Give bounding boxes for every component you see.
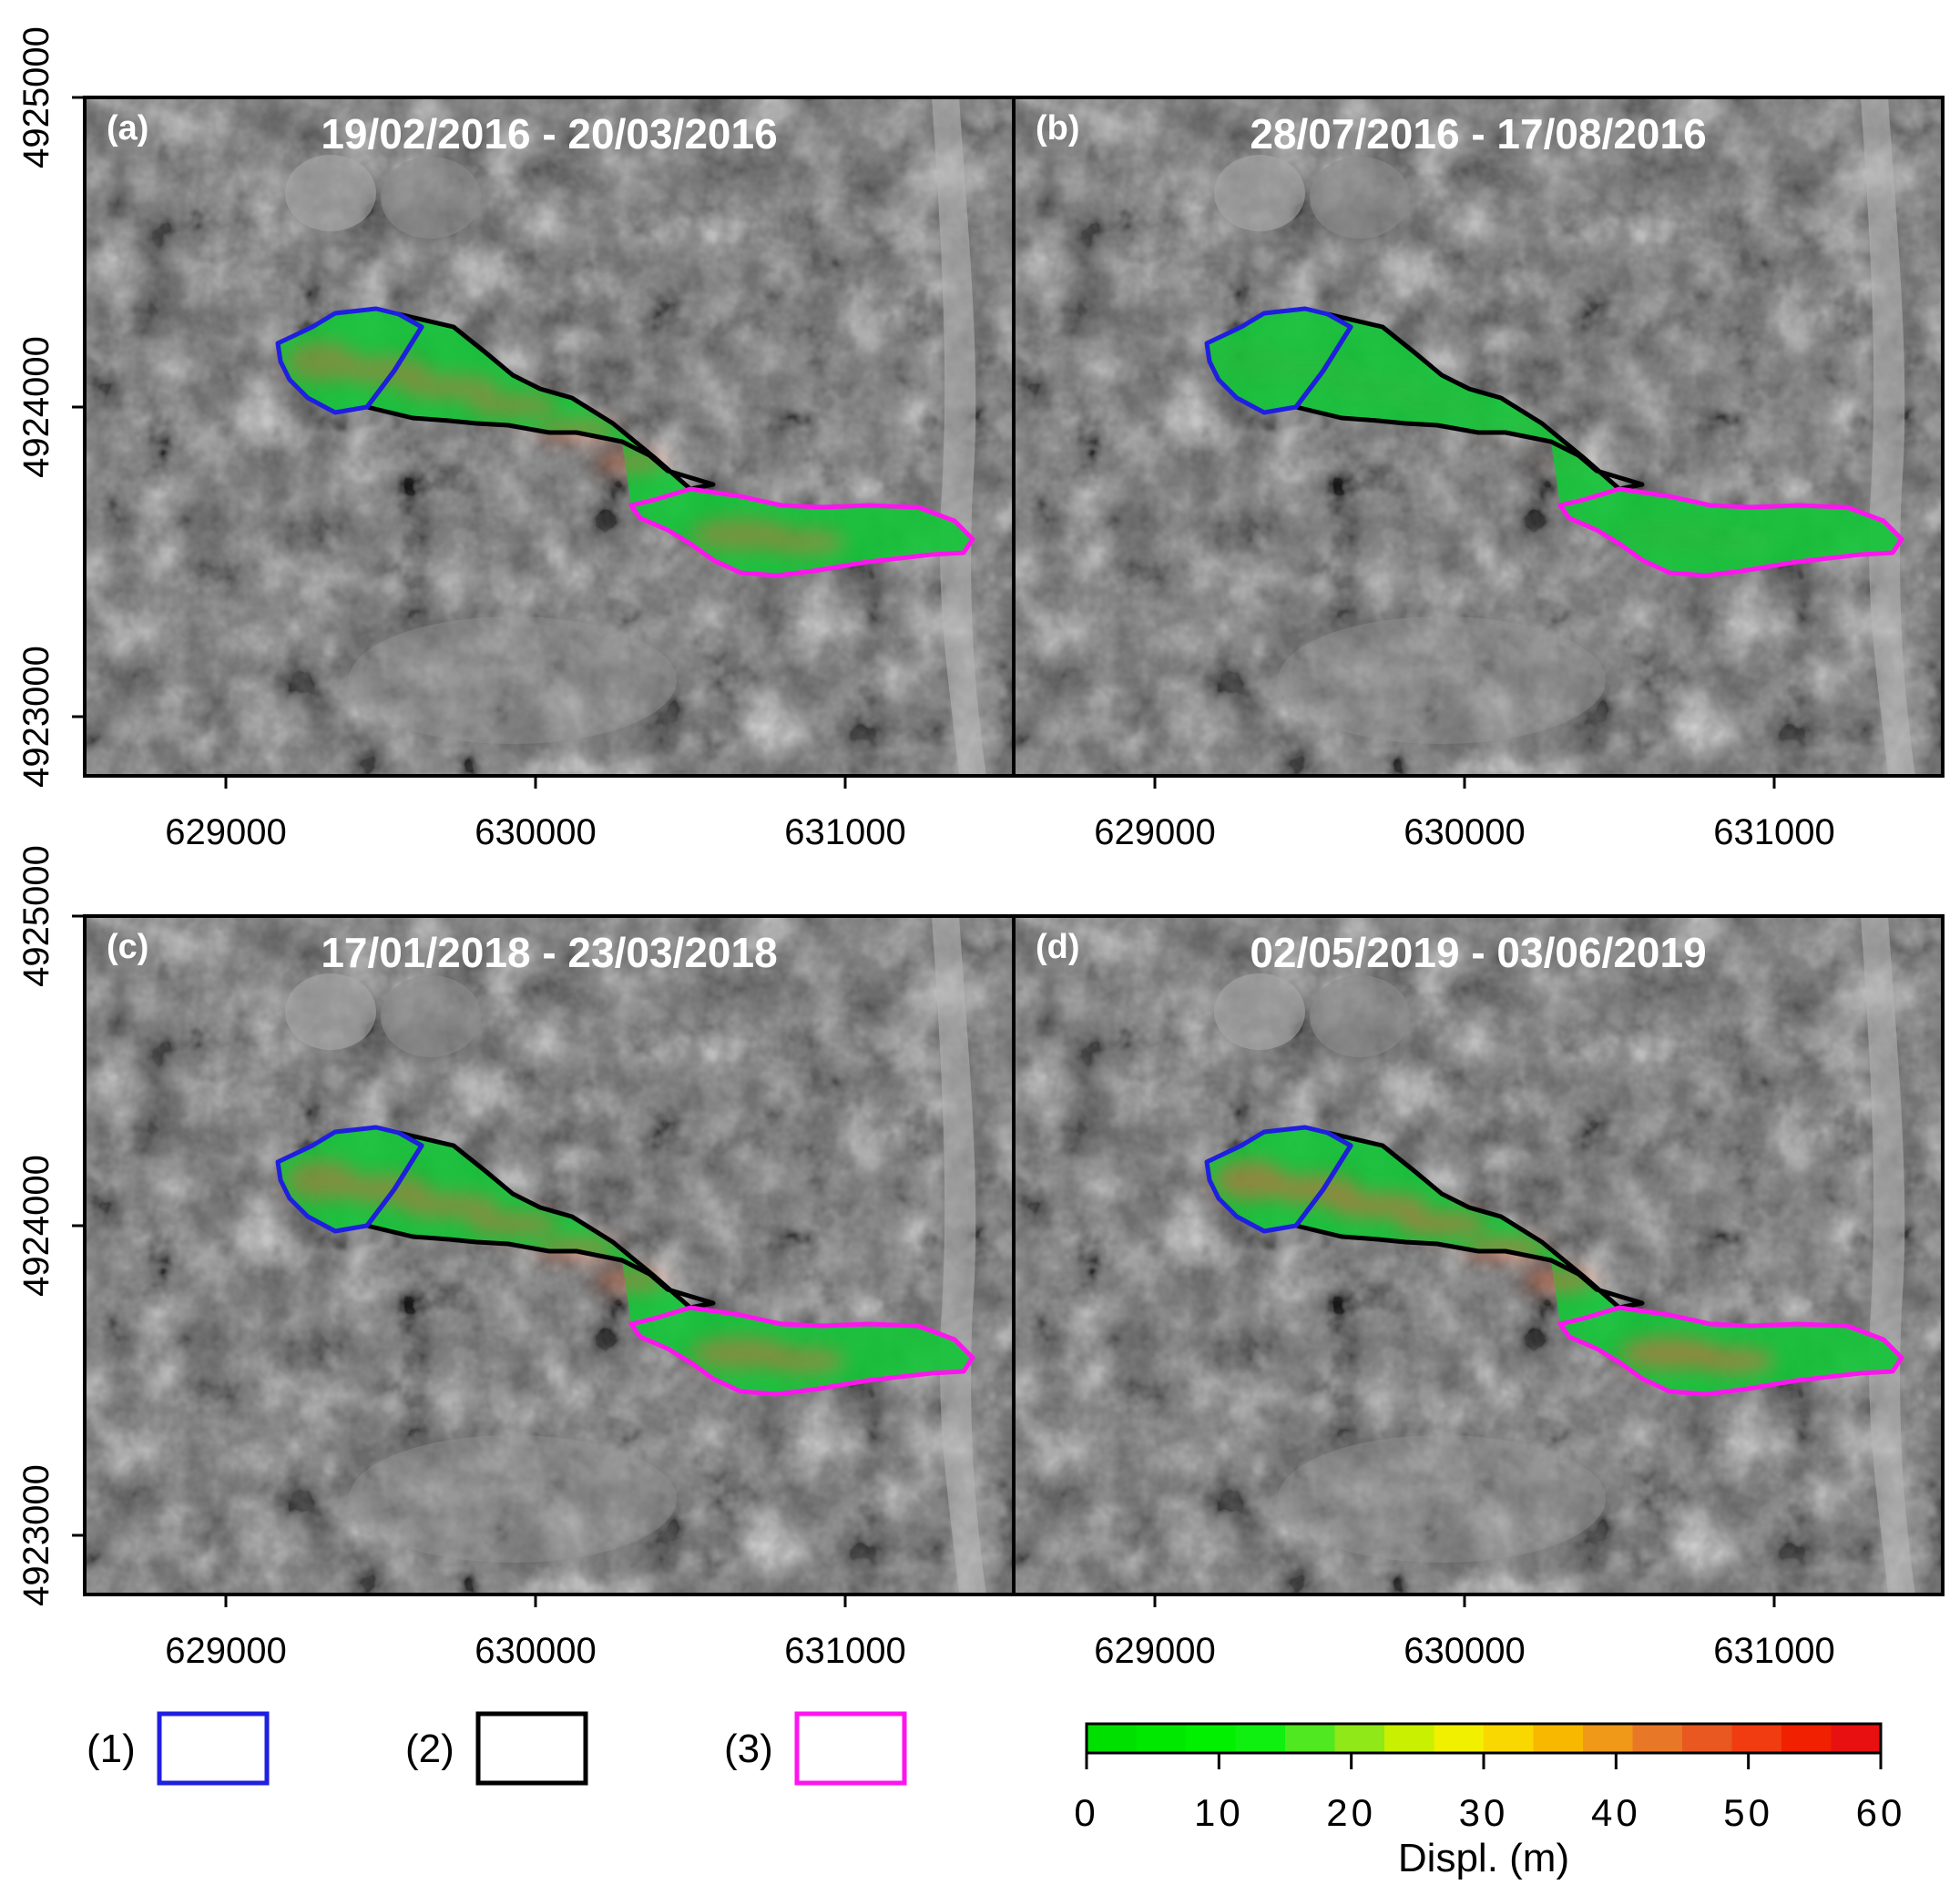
panel-letter: (c): [107, 928, 148, 966]
y-tick-label: 4923000: [16, 646, 56, 788]
x-tick-label: 631000: [784, 1631, 905, 1671]
panel-frame: [1012, 96, 1945, 778]
colorbar-segment: [1235, 1724, 1286, 1753]
map-panel: (b) 28/07/2016 - 17/08/2016 629000 630000 63…: [1012, 96, 1945, 852]
zone-1-outline: [275, 306, 424, 415]
panel-date-range: 28/07/2016 - 17/08/2016: [1250, 110, 1706, 158]
colorbar-tick-label: 20: [1326, 1791, 1376, 1834]
x-tick-label: 631000: [1713, 1631, 1834, 1671]
legend-label: (3): [724, 1727, 773, 1771]
zone-1-outline: [275, 1125, 424, 1234]
zone-legend: (1) (2) (3): [87, 1711, 907, 1786]
colorbar-segment: [1434, 1724, 1485, 1753]
zone-1-outline: [1204, 1125, 1353, 1234]
zone-1-outline: [1204, 306, 1353, 415]
x-tick-label: 630000: [1404, 812, 1525, 852]
y-tick-label: 4924000: [16, 1155, 56, 1297]
zone-2-outline: [364, 1130, 716, 1310]
colorbar-tick-label: 50: [1723, 1791, 1773, 1834]
colorbar-segment: [1731, 1724, 1782, 1753]
x-tick-label: 630000: [475, 1631, 596, 1671]
colorbar: 0 10 20 30 40 50 60 Displ. (m): [1074, 1722, 1906, 1880]
zone-2-outline: [364, 311, 716, 492]
y-tick-label: 4925000: [16, 845, 56, 987]
colorbar-segment: [1136, 1724, 1187, 1753]
zone-3-outline: [628, 486, 975, 578]
y-tick-label: 4925000: [16, 26, 56, 168]
panel-date-range: 19/02/2016 - 20/03/2016: [321, 110, 777, 158]
y-tick-label: 4923000: [16, 1464, 56, 1606]
panel-letter: (b): [1036, 109, 1080, 148]
x-tick-label: 631000: [1713, 812, 1834, 852]
colorbar-segment: [1087, 1724, 1138, 1753]
zone-2-outline: [1293, 311, 1645, 492]
zone-2-outline: [1293, 1130, 1645, 1310]
zone-3-outline: [628, 1305, 975, 1397]
colorbar-segment: [1632, 1724, 1683, 1753]
legend-swatch: [475, 1711, 588, 1786]
colorbar-tick-label: 40: [1591, 1791, 1641, 1834]
colorbar-segment: [1583, 1724, 1634, 1753]
x-tick-label: 629000: [165, 1631, 286, 1671]
map-panel: (a) 19/02/2016 - 20/03/2016 629000 630000 63…: [16, 26, 1016, 852]
panel-letter: (d): [1036, 928, 1080, 966]
colorbar-segment: [1831, 1724, 1882, 1753]
legend-swatch: [794, 1711, 907, 1786]
x-tick-label: 629000: [165, 812, 286, 852]
colorbar-tick-label: 10: [1194, 1791, 1244, 1834]
panel-date-range: 02/05/2019 - 03/06/2019: [1250, 929, 1706, 976]
zone-3-outline: [1557, 1305, 1904, 1397]
x-tick-label: 629000: [1094, 1631, 1215, 1671]
panel-date-range: 17/01/2018 - 23/03/2018: [321, 929, 777, 976]
colorbar-tick-label: 30: [1459, 1791, 1509, 1834]
x-tick-label: 630000: [1404, 1631, 1525, 1671]
legend-label: (2): [405, 1727, 454, 1771]
colorbar-segment: [1682, 1724, 1733, 1753]
colorbar-segment: [1285, 1724, 1336, 1753]
x-tick-label: 629000: [1094, 812, 1215, 852]
colorbar-segment: [1334, 1724, 1385, 1753]
colorbar-segment: [1533, 1724, 1584, 1753]
colorbar-segment: [1384, 1724, 1435, 1753]
colorbar-tick-label: 60: [1856, 1791, 1906, 1834]
legend-label: (1): [87, 1727, 136, 1771]
colorbar-title: Displ. (m): [1398, 1836, 1569, 1880]
colorbar-segment: [1484, 1724, 1535, 1753]
panel-frame: [1012, 914, 1945, 1596]
x-tick-label: 630000: [475, 812, 596, 852]
map-panel: (d) 02/05/2019 - 03/06/2019 629000 630000 63…: [1012, 914, 1945, 1671]
map-panel: (c) 17/01/2018 - 23/03/2018 629000 630000 63…: [16, 845, 1016, 1671]
colorbar-segment: [1186, 1724, 1237, 1753]
legend-swatch: [157, 1711, 270, 1786]
y-tick-label: 4924000: [16, 336, 56, 478]
panel-letter: (a): [107, 109, 148, 148]
zone-3-outline: [1557, 486, 1904, 578]
colorbar-tick-label: 0: [1074, 1791, 1098, 1834]
displacement-hotspots: [285, 341, 845, 555]
displacement-hotspots: [1214, 341, 1774, 555]
displacement-hotspots: [1214, 1160, 1774, 1373]
x-tick-label: 631000: [784, 812, 905, 852]
colorbar-segment: [1781, 1724, 1832, 1753]
